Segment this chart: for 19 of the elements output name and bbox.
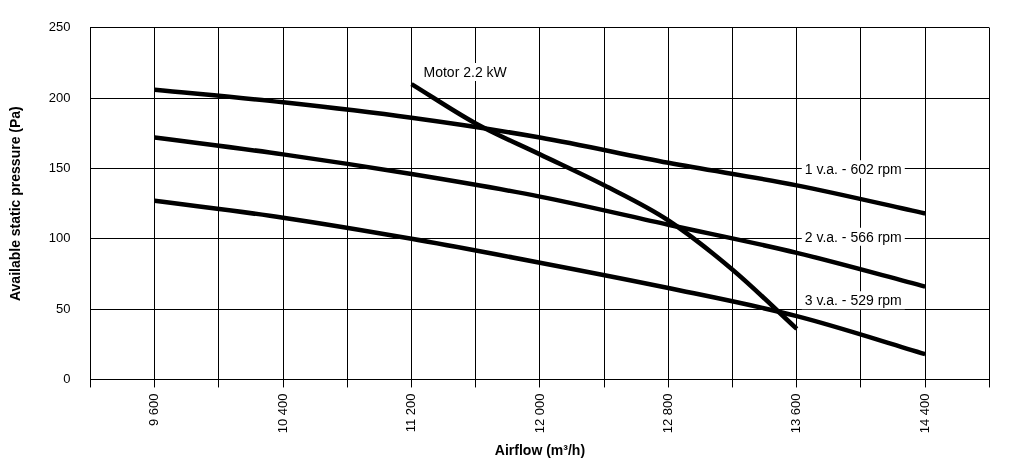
x-tick-label: 12 000 xyxy=(531,393,547,434)
y-tick-label: 200 xyxy=(48,89,71,105)
x-tick-label: 12 800 xyxy=(659,393,675,434)
series-label: Motor 2.2 kW xyxy=(423,63,508,80)
y-tick-label: 100 xyxy=(48,230,71,246)
series-label: 1 v.a. - 602 rpm xyxy=(804,161,902,178)
x-tick-label: 10 400 xyxy=(274,393,290,434)
x-axis-title: Airflow (m³/h) xyxy=(494,442,586,459)
x-tick-label: 11 200 xyxy=(403,393,419,433)
y-tick-label: 50 xyxy=(56,300,71,316)
y-tick-label: 0 xyxy=(63,371,71,387)
series-label: 3 v.a. - 529 rpm xyxy=(804,292,902,308)
y-axis-title: Available static pressure (Pa) xyxy=(7,106,24,302)
x-tick-label: 14 400 xyxy=(916,393,932,434)
x-tick-label: 9 600 xyxy=(146,393,162,426)
y-tick-label: 250 xyxy=(48,19,71,35)
series-label: 2 v.a. - 566 rpm xyxy=(804,228,902,245)
y-tick-label: 150 xyxy=(48,160,71,176)
x-tick-label: 13 600 xyxy=(788,393,804,434)
